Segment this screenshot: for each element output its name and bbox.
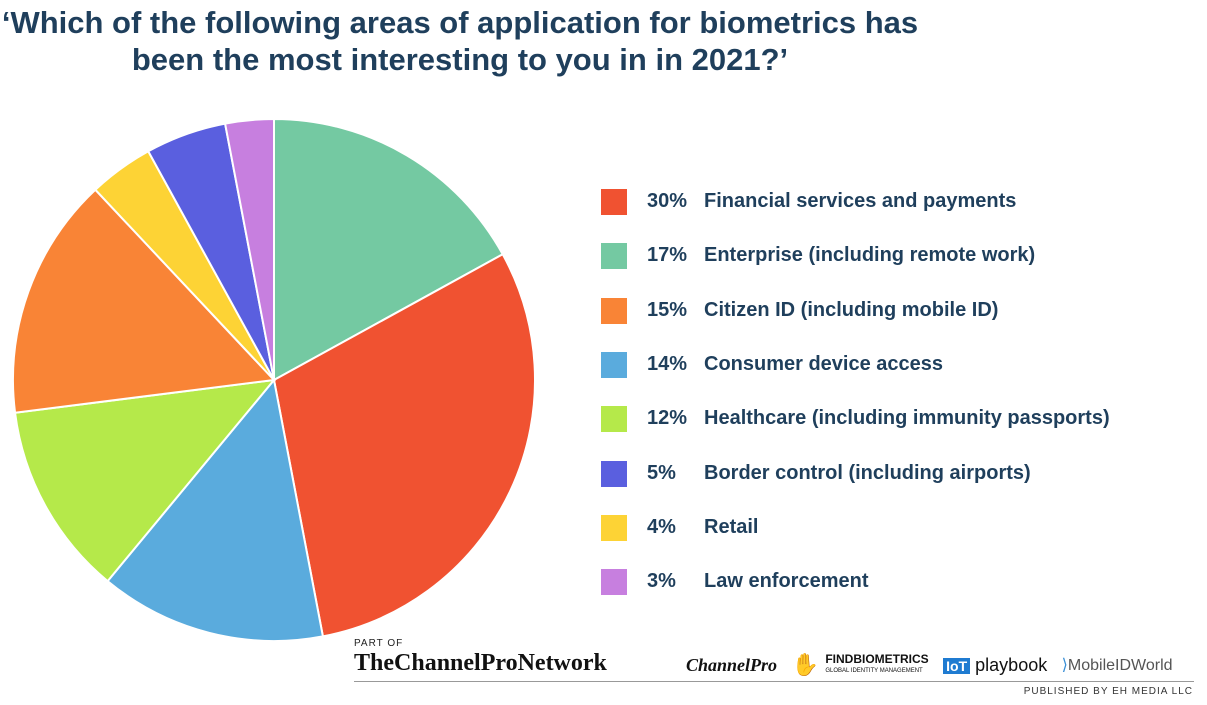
partner-logos: ChannelPro ✋ FINDBIOMETRICS GLOBAL IDENTI… xyxy=(686,652,1196,678)
legend-percent: 14% xyxy=(647,352,688,375)
pie-slice-7 xyxy=(223,117,275,381)
hand-icon: ✋ xyxy=(791,652,819,677)
legend-percent: 30% xyxy=(647,190,688,212)
chart-title: ‘Which of the following areas of applica… xyxy=(1,5,919,77)
legend-label: Border control (including airports) xyxy=(704,461,1031,484)
pie-chart xyxy=(12,117,537,642)
legend-percent: 12% xyxy=(647,407,688,430)
pie-slice-1 xyxy=(272,252,537,638)
iot-badge: IoT xyxy=(943,657,971,674)
legend-swatch xyxy=(601,297,627,324)
legend-swatch xyxy=(601,189,627,215)
legend-label: Healthcare (including immunity passports… xyxy=(704,407,1110,430)
mobileid-icon: ⟩ xyxy=(1061,657,1068,674)
findbiometrics-logo: FINDBIOMETRICS GLOBAL IDENTITY MANAGEMENT xyxy=(825,653,928,677)
legend-swatch xyxy=(601,514,627,541)
legend-swatch xyxy=(601,460,627,487)
pie-slice-2 xyxy=(106,377,325,642)
publisher-credit: PUBLISHED BY EH MEDIA LLC xyxy=(1023,686,1193,697)
legend-percent: 15% xyxy=(647,298,688,321)
legend-percent: 3% xyxy=(647,570,676,593)
legend-label: Retail xyxy=(704,515,759,538)
iot-playbook-text: playbook xyxy=(975,654,1048,675)
legend-label: Citizen ID (including mobile ID) xyxy=(704,298,999,321)
legend-label: Law enforcement xyxy=(704,570,869,593)
legend-percent: 4% xyxy=(647,515,676,538)
legend-label: Financial services and payments xyxy=(704,190,1017,212)
channelpro-logo: ChannelPro xyxy=(686,654,778,675)
part-of-label: PART OF xyxy=(354,638,404,649)
legend-label: Enterprise (including remote work) xyxy=(704,244,1036,267)
legend-swatch xyxy=(601,351,627,378)
legend-percent: 17% xyxy=(647,244,688,267)
legend-percent: 5% xyxy=(647,461,676,484)
legend-label: Consumer device access xyxy=(704,352,944,375)
findbiometrics-name: FINDBIOMETRICS xyxy=(825,652,929,666)
mobileidworld-logo: ⟩MobileIDWorld xyxy=(1062,655,1173,675)
network-branding: PART OF TheChannelProNetwork xyxy=(354,638,607,677)
mobileidworld-text: MobileIDWorld xyxy=(1067,657,1173,674)
legend-swatch xyxy=(601,406,627,433)
footer-divider xyxy=(354,681,1194,682)
pie-slice-3 xyxy=(13,378,277,583)
pie-slice-4 xyxy=(12,188,277,414)
iot-playbook-logo: IoT playbook xyxy=(943,655,1047,676)
findbiometrics-tagline: GLOBAL IDENTITY MANAGEMENT xyxy=(825,668,923,674)
channelpro-network-logo: TheChannelProNetwork xyxy=(354,650,607,676)
pie-slice-0 xyxy=(273,117,505,382)
legend-swatch xyxy=(601,243,627,270)
legend-swatch xyxy=(601,569,627,596)
